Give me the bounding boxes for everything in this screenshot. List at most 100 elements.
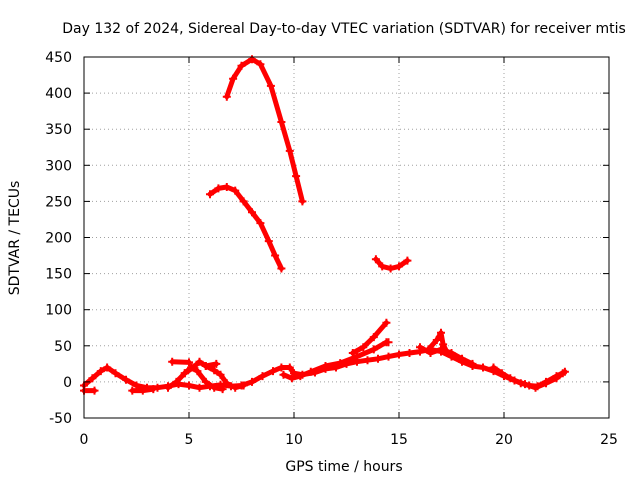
data-point xyxy=(206,190,214,199)
data-point xyxy=(386,264,395,273)
data-point xyxy=(298,197,307,206)
axis-ticks: 0 5 10 15 20 25 -50 0 50 100 150 200 250 300 350 400 450 xyxy=(45,50,618,448)
data-point xyxy=(222,183,231,191)
data-point xyxy=(210,366,219,375)
data-point xyxy=(426,349,435,357)
data-point xyxy=(432,336,441,344)
data-point xyxy=(384,352,393,361)
series-line xyxy=(224,56,305,204)
data-point xyxy=(216,370,225,379)
data-point xyxy=(369,345,378,354)
data-point xyxy=(193,367,202,376)
data-point xyxy=(264,237,273,246)
data-point xyxy=(256,60,265,69)
data-point xyxy=(138,386,147,395)
data-point xyxy=(277,118,286,126)
data-point xyxy=(88,374,97,383)
data-point xyxy=(292,172,301,181)
data-point xyxy=(277,264,286,273)
y-tick-label: 350 xyxy=(45,122,72,138)
series-line xyxy=(350,320,389,356)
series-low-neg xyxy=(128,385,158,395)
data-point xyxy=(187,363,196,372)
y-tick-label: 400 xyxy=(45,86,72,102)
series-line xyxy=(207,184,284,271)
data-point xyxy=(258,372,267,381)
data-point xyxy=(378,262,387,271)
data-point xyxy=(287,374,296,383)
data-point xyxy=(506,374,515,383)
data-point xyxy=(172,377,181,386)
data-point xyxy=(218,385,227,394)
data-point xyxy=(395,262,403,271)
data-point xyxy=(237,61,246,70)
series-low-rise xyxy=(279,338,391,383)
data-point xyxy=(447,349,456,357)
data-point xyxy=(111,369,120,378)
series-low-mid xyxy=(416,343,477,368)
data-point xyxy=(336,359,345,368)
data-point xyxy=(231,186,240,195)
y-tick-label: -50 xyxy=(49,411,72,427)
x-tick-label: 10 xyxy=(285,432,303,448)
data-point xyxy=(359,343,368,352)
data-point xyxy=(266,81,275,90)
plot-frame xyxy=(83,56,610,419)
data-point xyxy=(239,197,248,206)
data-point xyxy=(353,352,361,361)
series-low-rise2 xyxy=(348,318,391,357)
series-low-bump2 xyxy=(201,359,221,370)
data-point xyxy=(285,363,294,372)
data-point xyxy=(96,367,105,376)
y-tick-label: 50 xyxy=(54,339,72,355)
data-point xyxy=(497,369,506,378)
data-point xyxy=(296,372,305,381)
x-tick-label: 5 xyxy=(185,432,194,448)
x-tick-label: 15 xyxy=(390,432,408,448)
data-point xyxy=(214,184,223,193)
data-point xyxy=(195,383,204,392)
series-low-flat xyxy=(168,357,193,367)
data-point xyxy=(222,92,231,101)
y-tick-label: 450 xyxy=(45,50,72,66)
series-arc-high xyxy=(222,55,307,206)
data-point xyxy=(374,354,382,363)
data-point xyxy=(210,383,219,392)
series-low-dot xyxy=(384,338,393,347)
data-point xyxy=(371,255,380,264)
data-point xyxy=(369,333,378,342)
series-low-tail xyxy=(489,363,569,391)
data-point xyxy=(277,363,286,372)
data-point xyxy=(552,372,561,381)
data-point xyxy=(201,362,210,370)
data-point xyxy=(363,356,372,365)
data-point xyxy=(185,381,193,390)
data-point xyxy=(231,383,240,392)
y-tick-label: 150 xyxy=(45,267,72,283)
y-tick-label: 250 xyxy=(45,194,72,210)
data-point xyxy=(212,359,221,368)
data-point xyxy=(90,386,99,395)
data-point xyxy=(384,338,393,347)
y-tick-label: 0 xyxy=(63,375,72,391)
series-arc-150 xyxy=(371,255,412,273)
data-point xyxy=(533,382,542,391)
series-low-hump xyxy=(164,363,227,394)
data-point xyxy=(229,74,238,83)
x-tick-label: 0 xyxy=(80,432,89,448)
data-point xyxy=(468,359,477,368)
data-point xyxy=(489,363,498,372)
data-point xyxy=(306,367,315,376)
chart-title: Day 132 of 2024, Sidereal Day-to-day VTE… xyxy=(62,21,626,37)
data-point xyxy=(164,383,172,392)
data-point xyxy=(479,363,487,372)
data-point xyxy=(382,318,391,327)
data-point xyxy=(201,377,210,386)
data-point xyxy=(439,340,448,349)
data-point xyxy=(269,367,277,376)
data-point xyxy=(348,349,357,357)
grid xyxy=(84,57,609,418)
data-point xyxy=(222,379,231,388)
data-point xyxy=(437,328,445,337)
data-point xyxy=(256,219,265,228)
